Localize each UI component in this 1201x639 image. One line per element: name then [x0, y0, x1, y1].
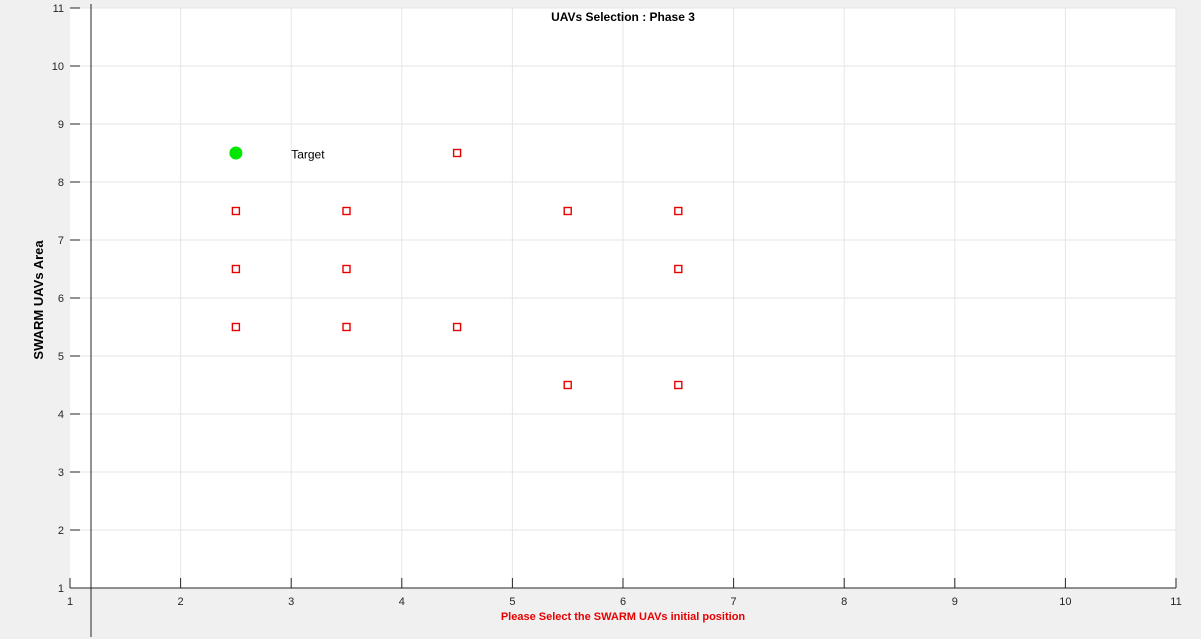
- y-tick-label: 9: [58, 119, 64, 131]
- uav-marker: [231, 264, 241, 274]
- y-tick-label: 11: [53, 3, 64, 15]
- x-tick-label: 3: [288, 596, 294, 608]
- y-tick-label: 4: [58, 409, 64, 421]
- annotations: Target: [291, 148, 325, 162]
- y-axis-label: SWARM UAVs Area: [31, 240, 46, 360]
- x-axis-label: Please Select the SWARM UAVs initial pos…: [501, 611, 746, 623]
- x-tick-label: 5: [509, 596, 515, 608]
- x-tick-label: 7: [731, 596, 737, 608]
- grid: [70, 7, 1177, 588]
- uav-marker: [563, 206, 572, 216]
- uav-marker: [674, 206, 683, 216]
- y-tick-label: 10: [52, 61, 64, 73]
- uav-marker: [342, 206, 351, 216]
- x-tick-label: 9: [952, 596, 958, 608]
- uav-marker: [563, 380, 572, 390]
- x-tick-label: 10: [1059, 596, 1071, 608]
- y-tick-label: 7: [58, 235, 64, 247]
- x-tick-label: 11: [1170, 596, 1181, 608]
- y-tick-label: 5: [58, 351, 64, 363]
- y-tick-label: 2: [58, 525, 64, 537]
- y-tick-label: 6: [58, 293, 64, 305]
- uav-marker: [674, 264, 683, 274]
- y-tick-label: 1: [58, 583, 64, 595]
- uav-marker: [452, 322, 462, 332]
- y-tick-label: 8: [58, 177, 64, 189]
- x-tick-label: 4: [399, 596, 405, 608]
- uav-marker: [231, 206, 241, 216]
- uav-marker: [674, 380, 683, 390]
- x-tick-label: 1: [67, 596, 73, 608]
- target-marker: [229, 146, 243, 160]
- target-annotation: Target: [291, 148, 325, 162]
- x-tick-label: 8: [841, 596, 847, 608]
- data-marks: [229, 146, 683, 390]
- uav-marker: [231, 322, 241, 332]
- x-tick-label: 6: [620, 596, 626, 608]
- uav-marker: [452, 148, 462, 158]
- x-tick-label: 2: [178, 596, 184, 608]
- uav-marker: [342, 264, 351, 274]
- y-tick-label: 3: [58, 467, 64, 479]
- chart-title: UAVs Selection : Phase 3: [551, 10, 695, 24]
- uav-marker: [342, 322, 351, 332]
